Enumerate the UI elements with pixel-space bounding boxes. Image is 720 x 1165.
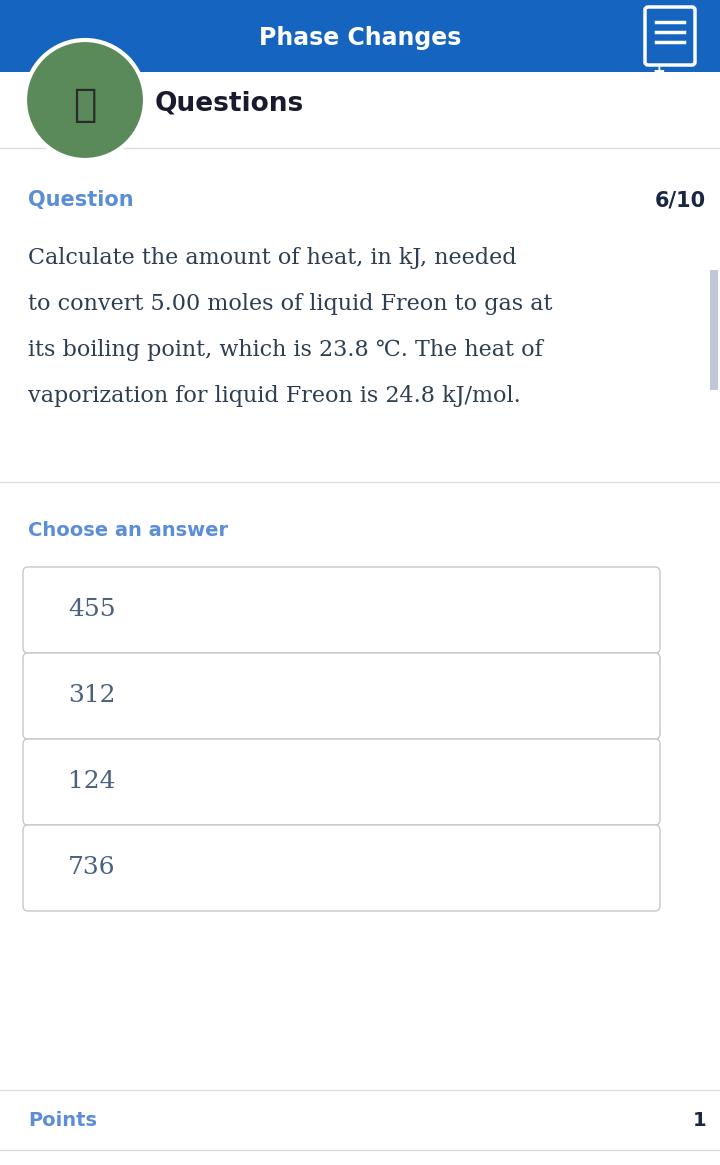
Text: 👤: 👤: [73, 86, 96, 123]
Text: 455: 455: [68, 599, 116, 621]
Text: 736: 736: [68, 856, 116, 880]
FancyBboxPatch shape: [23, 567, 660, 654]
Bar: [0, 0, 720, 72]
Text: 1: 1: [693, 1110, 706, 1130]
Circle shape: [25, 40, 145, 160]
Text: Calculate the amount of heat, in kJ, needed: Calculate the amount of heat, in kJ, nee…: [28, 247, 517, 269]
Text: to convert 5.00 moles of liquid Freon to gas at: to convert 5.00 moles of liquid Freon to…: [28, 294, 552, 315]
FancyBboxPatch shape: [23, 825, 660, 911]
Text: 6/10: 6/10: [655, 190, 706, 210]
Text: +: +: [652, 64, 665, 79]
Text: 124: 124: [68, 770, 115, 793]
Text: its boiling point, which is 23.8 ℃. The heat of: its boiling point, which is 23.8 ℃. The …: [28, 339, 543, 361]
FancyBboxPatch shape: [23, 654, 660, 739]
Text: vaporization for liquid Freon is 24.8 kJ/mol.: vaporization for liquid Freon is 24.8 kJ…: [28, 384, 521, 407]
Text: Choose an answer: Choose an answer: [28, 521, 228, 539]
Bar: [710, 270, 718, 390]
Text: 312: 312: [68, 685, 115, 707]
Text: Questions: Questions: [155, 91, 305, 117]
FancyBboxPatch shape: [23, 739, 660, 825]
Text: Question: Question: [28, 190, 134, 210]
Text: Points: Points: [28, 1110, 97, 1130]
Text: Phase Changes: Phase Changes: [258, 26, 462, 50]
